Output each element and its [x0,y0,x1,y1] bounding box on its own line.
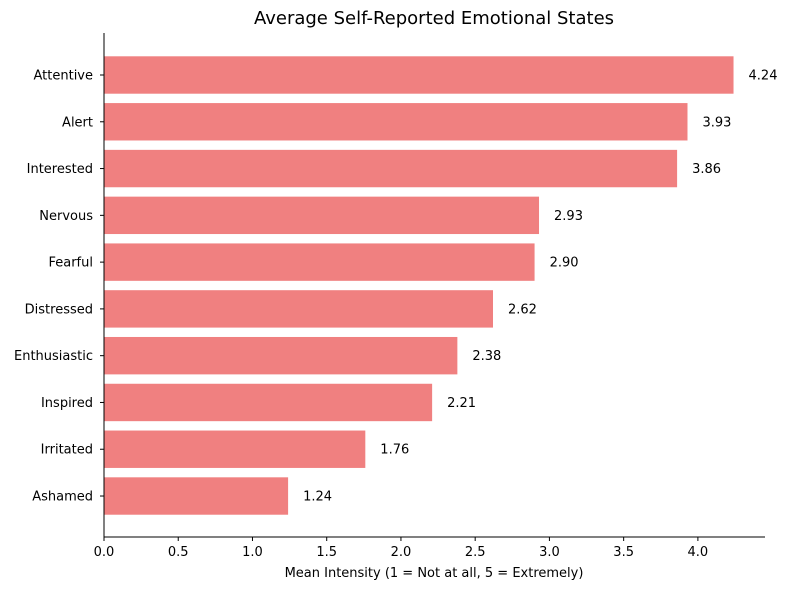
bar-attentive [104,56,734,94]
x-tick-label: 0.5 [168,545,189,560]
value-label-inspired: 2.21 [447,396,476,411]
bar-inspired [104,383,433,422]
ticks-layer: Attentive Alert Interested Nervous Fearful Di… [14,69,708,561]
axes-layer [103,33,765,538]
value-label-distressed: 2.62 [508,302,537,317]
chart-title: Average Self-Reported Emotional States [254,8,614,29]
bar-fearful [104,243,535,281]
x-axis-label: Mean Intensity (1 = Not at all, 5 = Extr… [285,566,584,581]
x-tick-label: 4.0 [688,545,709,560]
y-tick-label: Fearful [48,256,93,271]
value-label-ashamed: 1.24 [303,490,332,505]
bar-distressed [104,290,493,328]
y-tick-label: Nervous [39,209,93,224]
value-label-nervous: 2.93 [554,209,583,224]
y-tick-label: Ashamed [32,490,93,505]
x-tick-label: 1.5 [316,545,337,560]
y-tick-label: Interested [27,162,93,177]
x-tick-label: 0.0 [94,545,115,560]
value-label-fearful: 2.90 [550,256,579,271]
value-label-alert: 3.93 [702,115,731,130]
x-tick-label: 3.0 [539,545,560,560]
y-tick-label: Irritated [41,443,93,458]
bar-ashamed [104,477,289,515]
x-tick-label: 1.0 [242,545,263,560]
x-tick-label: 2.0 [391,545,412,560]
bars-layer: 4.24 3.93 3.86 2.93 2.90 2.62 2.38 2.21 1.76 1.24 [104,56,778,515]
value-label-attentive: 4.24 [749,69,778,84]
value-label-interested: 3.86 [692,162,721,177]
value-label-irritated: 1.76 [380,443,409,458]
bar-interested [104,149,678,188]
y-tick-label: Distressed [25,302,93,317]
y-tick-label: Inspired [41,396,93,411]
y-tick-label: Enthusiastic [14,349,93,364]
y-tick-label: Alert [62,115,93,130]
bar-nervous [104,196,540,235]
x-tick-label: 3.5 [613,545,634,560]
value-label-enthusiastic: 2.38 [472,349,501,364]
bar-irritated [104,430,366,468]
bar-enthusiastic [104,336,458,375]
x-tick-label: 2.5 [465,545,486,560]
bar-alert [104,103,688,141]
y-tick-label: Attentive [34,69,94,84]
